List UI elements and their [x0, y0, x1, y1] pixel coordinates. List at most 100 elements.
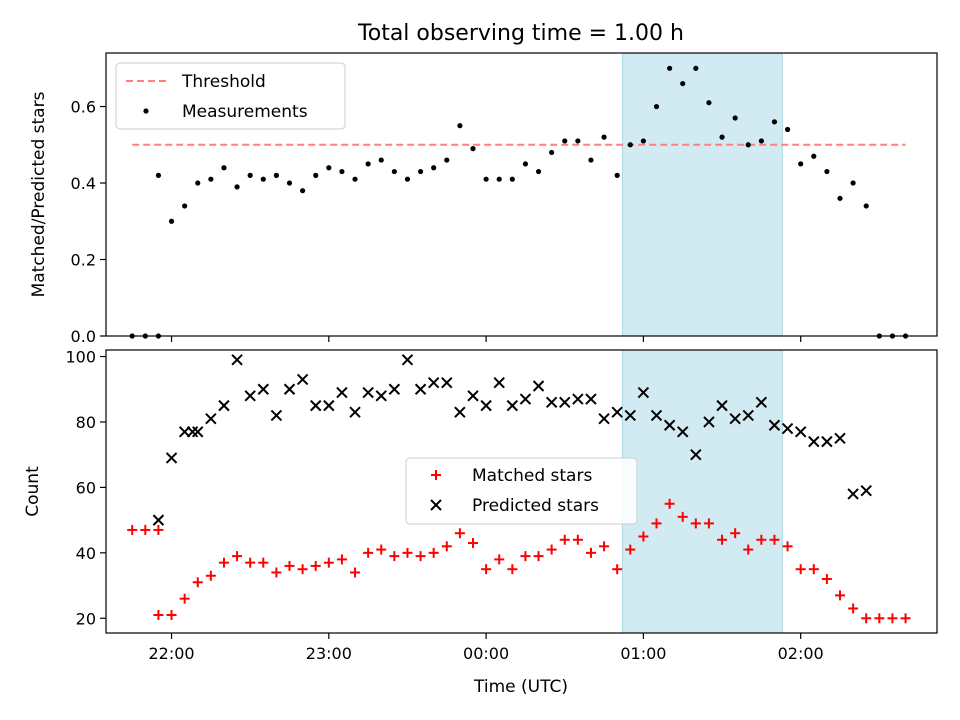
predicted-star-point: [349, 406, 361, 418]
predicted-star-point: [637, 386, 650, 399]
measurement-point: [549, 149, 555, 156]
predicted-star-point: [231, 354, 243, 366]
predicted-star-point: [677, 426, 689, 438]
matched-star-point: [179, 593, 190, 604]
legend-predicted-label: Predicted stars: [472, 496, 599, 516]
matched-star-point: [494, 554, 505, 565]
matched-star-point: [415, 551, 426, 562]
measurement-point: [758, 138, 764, 144]
measurement-point: [431, 165, 437, 171]
measurement-point: [535, 168, 542, 175]
matched-star-point: [402, 547, 413, 558]
matched-star-point: [363, 547, 374, 558]
measurement-point: [365, 161, 371, 167]
measurement-point: [273, 172, 279, 178]
matched-star-point: [861, 613, 872, 624]
y-tick-label: 100: [65, 348, 96, 367]
count-panel: 22:00 23:00 00:00 01:00 02:00 20 40 60 80 100 Coun…: [23, 348, 938, 663]
predicted-star-point: [310, 399, 322, 412]
matched-star-point: [336, 554, 347, 565]
measurement-point: [182, 203, 188, 209]
matched-star-point: [769, 534, 780, 545]
measurement-point: [378, 157, 384, 163]
measurement-point: [640, 138, 646, 144]
matched-star-point: [507, 564, 518, 575]
predicted-star-point: [650, 409, 663, 422]
measurement-point: [680, 80, 686, 87]
predicted-star-point: [519, 393, 532, 405]
matched-star-point: [441, 541, 452, 552]
matched-star-point: [900, 613, 911, 624]
axes-frame: [105, 52, 938, 337]
predicted-star-point: [375, 390, 387, 402]
predicted-star-point: [690, 448, 702, 461]
matched-star-point: [572, 534, 583, 545]
x-tick-label: 02:00: [778, 644, 824, 663]
legend-threshold-label: Threshold: [181, 72, 266, 92]
predicted-star-point: [506, 399, 519, 412]
predicted-star-point: [768, 419, 781, 431]
measurement-point: [627, 142, 633, 148]
chart-title: Total observing time = 1.00 h: [357, 21, 684, 46]
predicted-star-point: [192, 426, 204, 438]
matched-star-point: [703, 518, 714, 529]
measurement-point: [837, 195, 843, 201]
x-tick-label: 23:00: [306, 644, 352, 663]
predicted-star-point: [821, 435, 833, 448]
y-tick-label: 80: [76, 413, 96, 432]
legend-measurement-label: Measurements: [182, 102, 308, 122]
predicted-star-point: [244, 390, 256, 402]
legend-measurement-swatch: [143, 108, 149, 114]
matched-star-point: [625, 544, 636, 555]
measurement-point: [771, 119, 778, 125]
predicted-star-point: [808, 435, 820, 448]
matched-star-point: [153, 610, 164, 621]
measurement-point: [693, 65, 699, 71]
predicted-star-point: [427, 377, 440, 389]
measurement-point: [404, 176, 411, 182]
measurement-point: [168, 218, 175, 224]
matched-star-point: [310, 560, 321, 571]
matched-star-point: [297, 564, 308, 575]
matched-star-point: [218, 557, 229, 568]
legend-box: [115, 62, 346, 130]
measurement-point: [653, 103, 660, 110]
predicted-star-point: [834, 432, 846, 445]
matched-star-point: [389, 551, 400, 562]
measurement-point: [300, 188, 306, 194]
ratio-panel: 0.0 0.2 0.4 0.6 Matched/Predicted stars Thres…: [29, 52, 938, 346]
y-axis-label: Count: [23, 466, 43, 517]
predicted-star-point: [480, 399, 492, 412]
legend-matched-label: Matched stars: [472, 466, 592, 486]
matched-star-point: [127, 524, 138, 535]
measurement-point: [509, 176, 515, 182]
measurement-point: [522, 161, 529, 167]
legend-box: [405, 457, 638, 525]
x-tick-label: 01:00: [620, 644, 666, 663]
predicted-star-point: [283, 383, 296, 395]
measurement-point: [706, 100, 712, 106]
predicted-star-point: [794, 426, 807, 438]
predicted-star-point: [781, 422, 794, 435]
matched-star-point: [887, 613, 898, 624]
matched-star-point: [717, 534, 728, 545]
y-tick-label: 40: [76, 544, 96, 563]
predicted-star-point: [703, 416, 715, 428]
predicted-star-point: [847, 488, 859, 500]
measurement-point: [470, 146, 476, 152]
matched-star-point: [232, 551, 243, 562]
predicted-star-point: [611, 406, 623, 418]
legend-predicted-swatch: [430, 499, 442, 511]
matched-star-point: [323, 557, 334, 568]
predicted-star-point: [559, 396, 571, 409]
matched-star-point: [481, 564, 492, 575]
measurement-point: [850, 180, 856, 186]
matched-star-point: [284, 560, 295, 571]
matched-star-point: [245, 557, 256, 568]
predicted-star-point: [323, 399, 335, 412]
y-tick-label: 0.4: [71, 174, 96, 193]
measurement-point: [601, 134, 607, 140]
matched-star-point: [192, 577, 203, 588]
predicted-star-point: [585, 393, 597, 405]
